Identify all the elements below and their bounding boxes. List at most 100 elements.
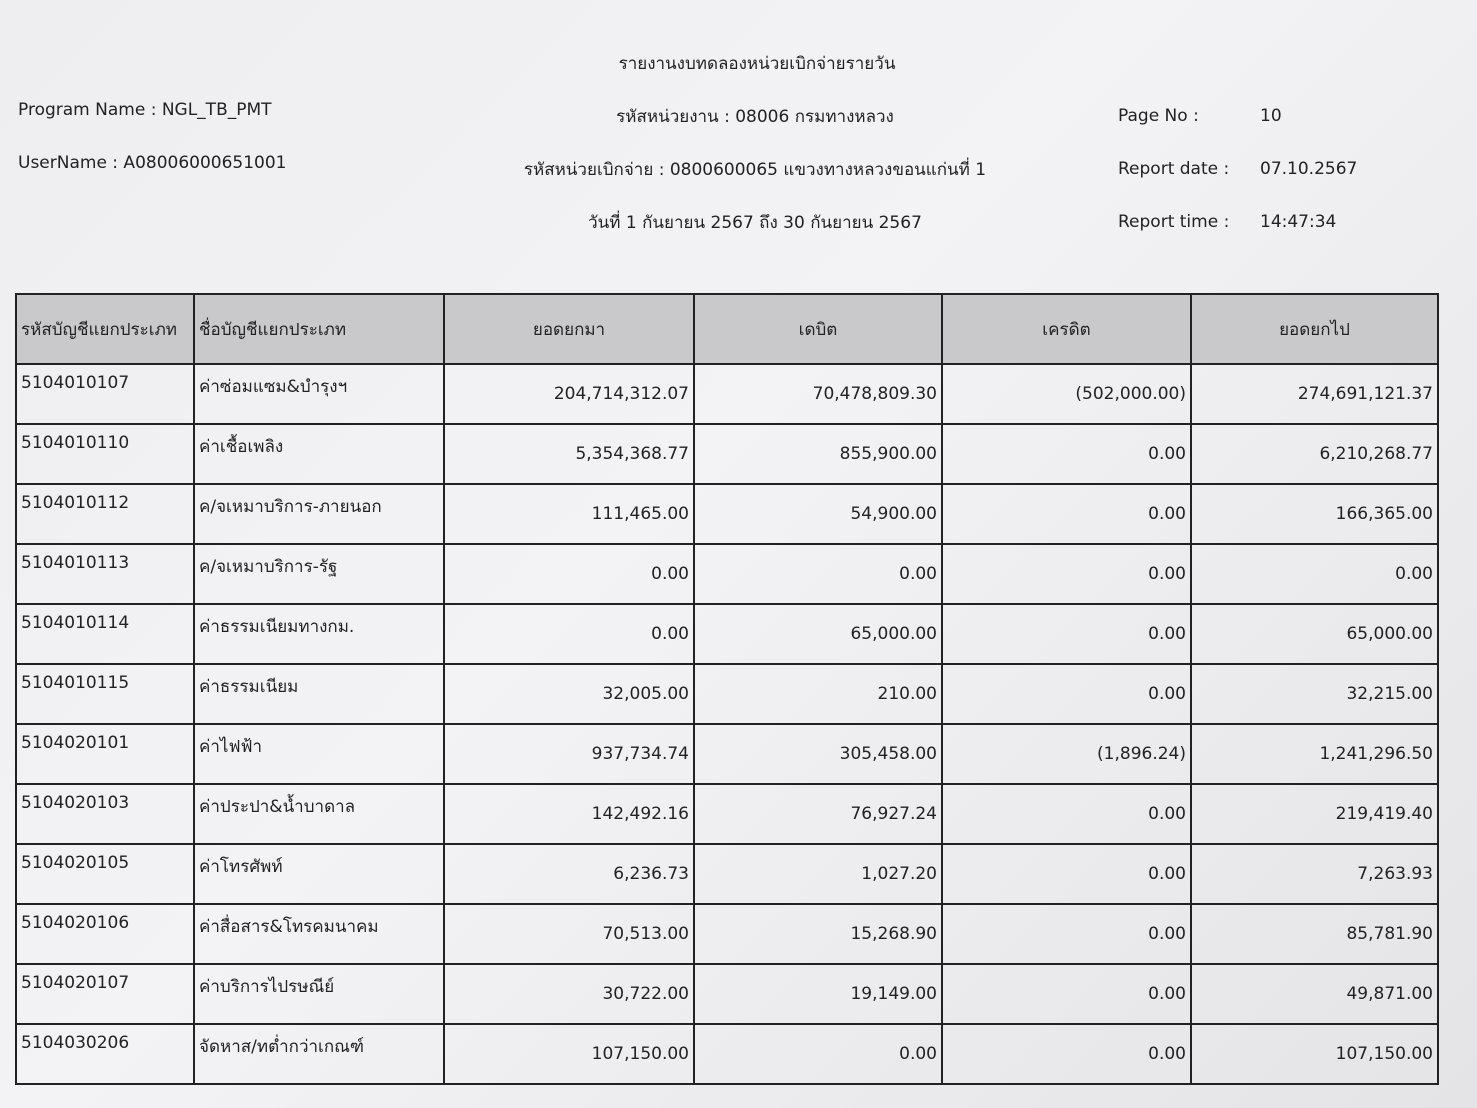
amount-cell: 0.00 bbox=[941, 1023, 1192, 1085]
account-name: ค่าโทรศัพท์ bbox=[193, 843, 445, 905]
account-code: 5104010110 bbox=[15, 423, 195, 485]
amount-cell: 49,871.00 bbox=[1190, 963, 1439, 1025]
table-row: 5104010112 ค/จเหมาบริการ-ภายนอก 111,465.00… bbox=[15, 483, 1439, 545]
account-code: 5104020101 bbox=[15, 723, 195, 785]
amount-cell: 0.00 bbox=[941, 903, 1192, 965]
column-header: เดบิต bbox=[693, 293, 943, 365]
amount-cell: 0.00 bbox=[1190, 543, 1439, 605]
amount-cell: 210.00 bbox=[693, 663, 943, 725]
amount-cell: 0.00 bbox=[941, 663, 1192, 725]
amount-cell: 32,005.00 bbox=[443, 663, 695, 725]
account-name: จัดหาส/ทต่ำกว่าเกณฑ์ bbox=[193, 1023, 445, 1085]
amount-cell: 107,150.00 bbox=[1190, 1023, 1439, 1085]
column-header: ชื่อบัญชีแยกประเภท bbox=[193, 293, 445, 365]
account-code: 5104020107 bbox=[15, 963, 195, 1025]
amount-cell: 70,478,809.30 bbox=[693, 363, 943, 425]
account-code: 5104010113 bbox=[15, 543, 195, 605]
amount-cell: 107,150.00 bbox=[443, 1023, 695, 1085]
account-name: ค่าบริการไปรษณีย์ bbox=[193, 963, 445, 1025]
account-name: ค่าไฟฟ้า bbox=[193, 723, 445, 785]
table-row: 5104020106 ค่าสื่อสาร&โทรคมนาคม 70,513.00 1… bbox=[15, 903, 1439, 965]
table-row: 5104010110 ค่าเชื้อเพลิง 5,354,368.77 855,9… bbox=[15, 423, 1439, 485]
amount-cell: 0.00 bbox=[941, 603, 1192, 665]
account-code: 5104020105 bbox=[15, 843, 195, 905]
amount-cell: 85,781.90 bbox=[1190, 903, 1439, 965]
header-row: รหัสบัญชีแยกประเภท ชื่อบัญชีแยกประเภท ยอดย… bbox=[15, 293, 1439, 365]
account-code: 5104020106 bbox=[15, 903, 195, 965]
account-code: 5104010112 bbox=[15, 483, 195, 545]
column-header: ยอดยกมา bbox=[443, 293, 695, 365]
agency: รหัสหน่วยงาน : 08006 กรมทางหลวง bbox=[616, 107, 894, 127]
account-code: 5104010107 bbox=[15, 363, 195, 425]
report-date-label: Report date : bbox=[1118, 159, 1230, 179]
table-row: 5104010115 ค่าธรรมเนียม 32,005.00 210.00 0.0… bbox=[15, 663, 1439, 725]
amount-cell: 0.00 bbox=[941, 423, 1192, 485]
page-no: 10 bbox=[1260, 106, 1282, 126]
table-row: 5104020101 ค่าไฟฟ้า 937,734.74 305,458.00 (1… bbox=[15, 723, 1439, 785]
amount-cell: 855,900.00 bbox=[693, 423, 943, 485]
amount-cell: 166,365.00 bbox=[1190, 483, 1439, 545]
table-row: 5104020107 ค่าบริการไปรษณีย์ 30,722.00 19,1… bbox=[15, 963, 1439, 1025]
amount-cell: 0.00 bbox=[693, 543, 943, 605]
amount-cell: 305,458.00 bbox=[693, 723, 943, 785]
amount-cell: 19,149.00 bbox=[693, 963, 943, 1025]
report-time-label: Report time : bbox=[1118, 212, 1230, 232]
amount-cell: 32,215.00 bbox=[1190, 663, 1439, 725]
amount-cell: 0.00 bbox=[941, 783, 1192, 845]
amount-cell: (502,000.00) bbox=[941, 363, 1192, 425]
account-code: 5104020103 bbox=[15, 783, 195, 845]
amount-cell: 0.00 bbox=[941, 843, 1192, 905]
amount-cell: 204,714,312.07 bbox=[443, 363, 695, 425]
amount-cell: 0.00 bbox=[941, 963, 1192, 1025]
amount-cell: 0.00 bbox=[693, 1023, 943, 1085]
amount-cell: 0.00 bbox=[443, 603, 695, 665]
amount-cell: 30,722.00 bbox=[443, 963, 695, 1025]
table-row: 5104030206 จัดหาส/ทต่ำกว่าเกณฑ์ 107,150.00… bbox=[15, 1023, 1439, 1085]
report-date: 07.10.2567 bbox=[1260, 159, 1358, 179]
amount-cell: 70,513.00 bbox=[443, 903, 695, 965]
ledger-table: รหัสบัญชีแยกประเภท ชื่อบัญชีแยกประเภท ยอดย… bbox=[15, 293, 1439, 1085]
amount-cell: 937,734.74 bbox=[443, 723, 695, 785]
amount-cell: 65,000.00 bbox=[1190, 603, 1439, 665]
amount-cell: 6,236.73 bbox=[443, 843, 695, 905]
amount-cell: 219,419.40 bbox=[1190, 783, 1439, 845]
amount-cell: 6,210,268.77 bbox=[1190, 423, 1439, 485]
column-header: ยอดยกไป bbox=[1190, 293, 1439, 365]
amount-cell: 274,691,121.37 bbox=[1190, 363, 1439, 425]
amount-cell: 1,027.20 bbox=[693, 843, 943, 905]
column-header: เครดิต bbox=[941, 293, 1192, 365]
amount-cell: 142,492.16 bbox=[443, 783, 695, 845]
amount-cell: 0.00 bbox=[941, 543, 1192, 605]
amount-cell: 65,000.00 bbox=[693, 603, 943, 665]
account-name: ค/จเหมาบริการ-ภายนอก bbox=[193, 483, 445, 545]
disbursing-unit: รหัสหน่วยเบิกจ่าย : 0800600065 แขวงทางหล… bbox=[523, 160, 987, 180]
column-header: รหัสบัญชีแยกประเภท bbox=[15, 293, 195, 365]
amount-cell: 15,268.90 bbox=[693, 903, 943, 965]
account-name: ค/จเหมาบริการ-รัฐ bbox=[193, 543, 445, 605]
page-no-label: Page No : bbox=[1118, 106, 1199, 126]
period: วันที่ 1 กันยายน 2567 ถึง 30 กันยายน 256… bbox=[588, 213, 922, 233]
account-name: ค่าสื่อสาร&โทรคมนาคม bbox=[193, 903, 445, 965]
amount-cell: 7,263.93 bbox=[1190, 843, 1439, 905]
account-name: ค่าซ่อมแซม&บำรุงฯ bbox=[193, 363, 445, 425]
amount-cell: 5,354,368.77 bbox=[443, 423, 695, 485]
account-code: 5104010115 bbox=[15, 663, 195, 725]
amount-cell: 0.00 bbox=[941, 483, 1192, 545]
account-name: ค่าเชื้อเพลิง bbox=[193, 423, 445, 485]
amount-cell: 54,900.00 bbox=[693, 483, 943, 545]
account-name: ค่าธรรมเนียมทางกม. bbox=[193, 603, 445, 665]
table-row: 5104020105 ค่าโทรศัพท์ 6,236.73 1,027.20 0.0… bbox=[15, 843, 1439, 905]
table-row: 5104010114 ค่าธรรมเนียมทางกม. 0.00 65,000.0… bbox=[15, 603, 1439, 665]
program-name: Program Name : NGL_TB_PMT bbox=[18, 100, 272, 120]
username: UserName : A08006000651001 bbox=[18, 153, 287, 173]
table-row: 5104020103 ค่าประปา&น้ำบาดาล 142,492.16 76,… bbox=[15, 783, 1439, 845]
table-row: 5104010113 ค/จเหมาบริการ-รัฐ 0.00 0.00 0.00 0… bbox=[15, 543, 1439, 605]
report-title: รายงานงบทดลองหน่วยเบิกจ่ายรายวัน bbox=[618, 54, 896, 74]
amount-cell: 76,927.24 bbox=[693, 783, 943, 845]
account-code: 5104030206 bbox=[15, 1023, 195, 1085]
account-name: ค่าประปา&น้ำบาดาล bbox=[193, 783, 445, 845]
report-time: 14:47:34 bbox=[1260, 212, 1337, 232]
table-row: 5104010107 ค่าซ่อมแซม&บำรุงฯ 204,714,312.0… bbox=[15, 363, 1439, 425]
account-name: ค่าธรรมเนียม bbox=[193, 663, 445, 725]
